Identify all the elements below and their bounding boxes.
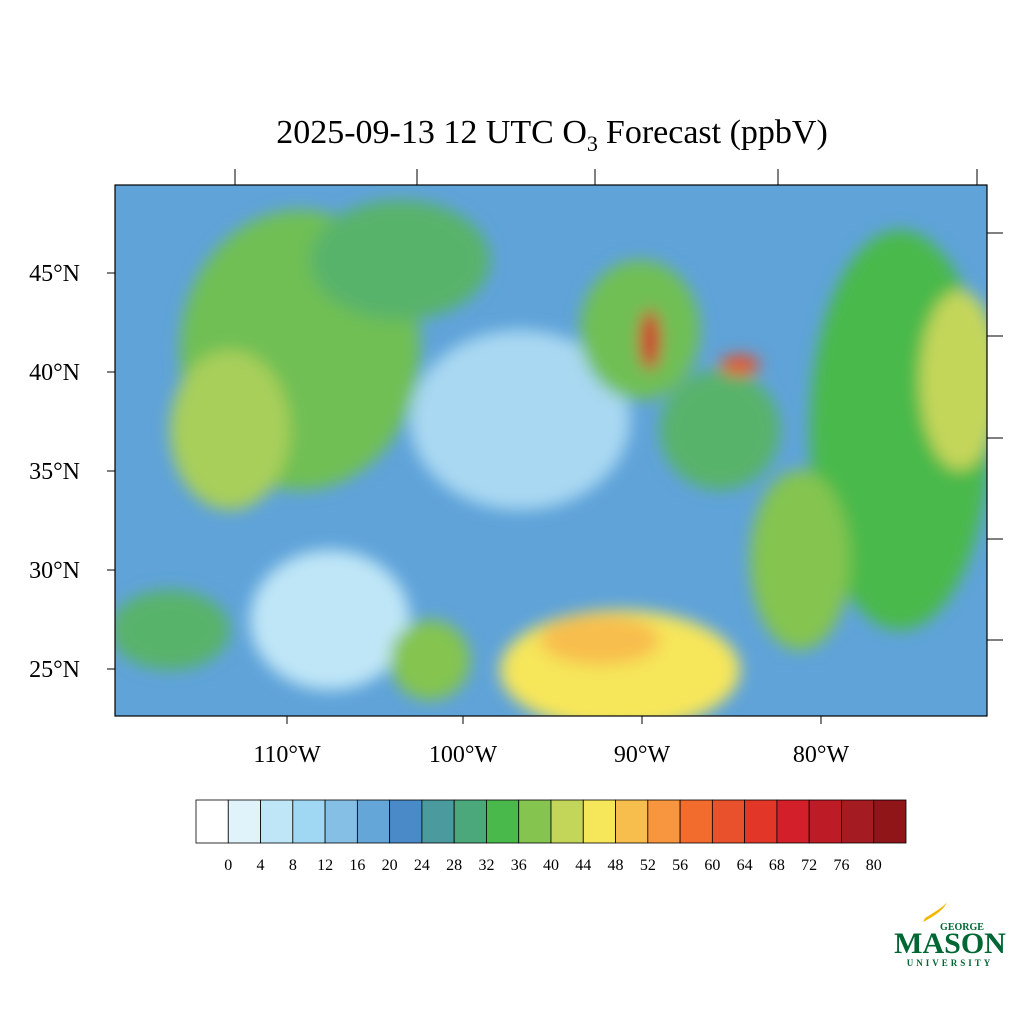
colorbar-label: 16 [349,857,365,874]
colorbar-box [841,799,875,844]
colorbar-box [679,799,713,844]
colorbar-box [227,799,261,844]
colorbar-box [356,799,391,844]
colorbar-box [776,799,810,844]
colorbar-box [647,799,681,844]
longitude-label: 100°W [429,742,498,768]
colorbar-label: 36 [511,857,527,874]
logo-bottom: UNIVERSITY [907,958,994,968]
colorbar-label: 40 [543,857,559,874]
colorbar-label: 80 [866,857,882,874]
colorbar-label: 0 [224,857,232,874]
logo-top: GEORGE [940,922,984,933]
colorbar-box [260,799,294,844]
colorbar-label: 72 [801,857,817,874]
map-field [115,185,987,716]
latitude-label: 25°N [29,657,80,683]
colorbar-box [615,799,649,844]
colorbar-box [324,799,358,844]
colorbar-label: 52 [640,857,656,874]
latitude-label: 35°N [29,459,80,485]
title: 2025-09-13 12 UTC O3 Forecast (ppbV) [276,114,828,156]
colorbar-label: 76 [833,857,849,874]
colorbar-label: 32 [478,857,494,874]
colorbar-box [389,799,423,844]
colorbar-box [292,799,326,844]
colorbar-box [421,799,455,844]
latitude-label: 45°N [29,261,80,287]
colorbar-box [518,799,552,844]
longitude-label: 110°W [253,742,321,768]
colorbar-label: 24 [414,857,430,874]
colorbar-label: 20 [382,857,398,874]
colorbar-box [711,799,746,844]
colorbar-box [808,799,842,844]
colorbar-label: 44 [575,857,591,874]
colorbar-label: 48 [608,857,624,874]
logo-swoosh [923,902,947,922]
colorbar-box [195,799,229,844]
colorbar-box [486,799,520,844]
colorbar-label: 56 [672,857,688,874]
longitude-label: 90°W [614,742,671,768]
colorbar-box [744,799,778,844]
colorbar-label: 60 [704,857,720,874]
colorbar-label: 28 [446,857,462,874]
colorbar-label: 64 [737,857,753,874]
map-axes: 45°N 40°N 35°N 30°N 25°N 110°W 100°W 90°W 80°W [29,169,1003,768]
logo: GEORGE MASON UNIVERSITY [894,902,1006,968]
colorbar-label: 68 [769,857,785,874]
colorbar: 0 4 8 12 16 20 24 28 32 36 40 44 48 52 56 60 64 68 72 76 80 [195,799,907,874]
colorbar-label: 8 [289,857,297,874]
logo-main: MASON [894,927,1006,960]
latitude-label: 30°N [29,558,80,584]
colorbar-label: 12 [317,857,333,874]
latitude-label: 40°N [29,360,80,386]
colorbar-label: 4 [257,857,265,874]
colorbar-box [550,799,584,844]
map-frame [114,184,988,717]
colorbar-box [873,799,907,844]
colorbar-box [582,799,616,844]
colorbar-box [453,799,487,844]
longitude-label: 80°W [793,742,850,768]
